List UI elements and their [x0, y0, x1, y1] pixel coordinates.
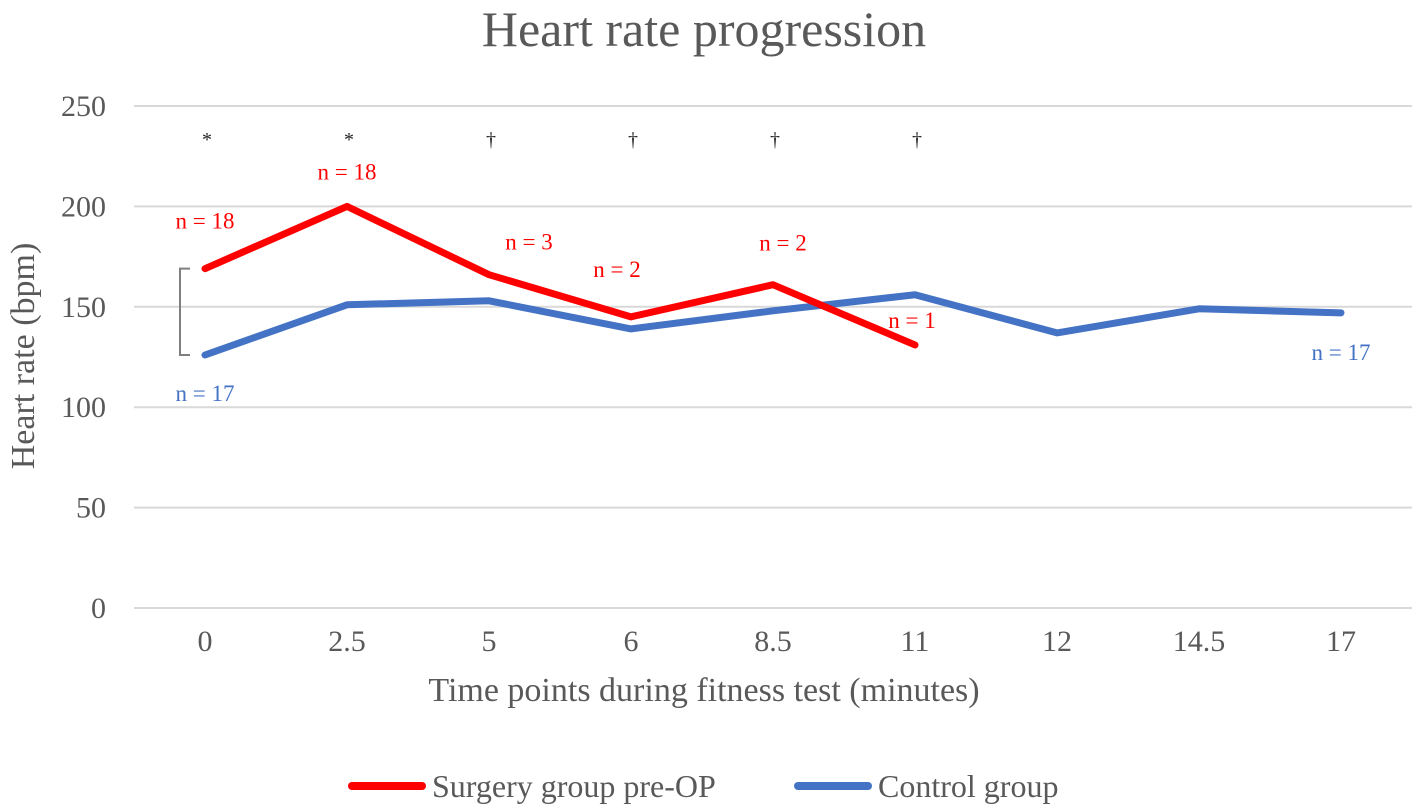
n-label: n = 18 — [176, 209, 235, 234]
significance-marker: † — [486, 129, 496, 151]
y-axis-ticks: 0 50 100 150 200 250 — [61, 90, 106, 625]
x-tick-label: 8.5 — [754, 625, 792, 658]
x-tick-label: 5 — [482, 625, 497, 658]
x-tick-label: 6 — [624, 625, 639, 658]
y-tick-label: 150 — [61, 291, 106, 324]
n-label: n = 2 — [759, 231, 806, 256]
comparison-bracket — [179, 267, 190, 356]
y-tick-label: 0 — [91, 592, 106, 625]
significance-marker: † — [770, 129, 780, 151]
n-labels: n = 18 n = 18 n = 3 n = 2 n = 2 n = 1 n = 17 n … — [176, 159, 1371, 406]
n-label: n = 17 — [176, 381, 235, 406]
series-line-surgery — [201, 202, 919, 349]
significance-marker: * — [202, 129, 212, 151]
significance-marker: * — [344, 129, 354, 151]
bracket-mark — [179, 267, 190, 356]
n-label: n = 18 — [318, 159, 377, 184]
n-label: n = 17 — [1312, 340, 1371, 365]
y-tick-label: 100 — [61, 391, 106, 424]
chart-title: Heart rate progression — [482, 1, 926, 57]
x-tick-label: 12 — [1042, 625, 1072, 658]
x-tick-label: 14.5 — [1173, 625, 1226, 658]
y-tick-label: 200 — [61, 190, 106, 223]
significance-marker: † — [912, 129, 922, 151]
y-axis-label: Heart rate (bpm) — [5, 243, 42, 470]
x-tick-label: 17 — [1326, 625, 1356, 658]
y-tick-label: 50 — [76, 492, 106, 525]
legend-label: Surgery group pre-OP — [432, 768, 716, 804]
legend-label: Control group — [878, 768, 1058, 804]
x-tick-label: 2.5 — [328, 625, 366, 658]
significance-markers: * * † † † † — [202, 129, 922, 151]
n-label: n = 1 — [888, 308, 935, 333]
x-axis-ticks: 0 2.5 5 6 8.5 11 12 14.5 17 — [198, 625, 1357, 658]
n-label: n = 3 — [505, 230, 552, 255]
x-tick-label: 0 — [198, 625, 213, 658]
y-tick-label: 250 — [61, 90, 106, 123]
significance-marker: † — [628, 129, 638, 151]
legend: Surgery group pre-OP Control group — [348, 768, 1058, 804]
n-label: n = 2 — [593, 257, 640, 282]
x-axis-label: Time points during fitness test (minutes… — [428, 672, 979, 709]
series-lines — [201, 202, 1345, 359]
x-tick-label: 11 — [901, 625, 930, 658]
series-line-control — [201, 291, 1345, 359]
